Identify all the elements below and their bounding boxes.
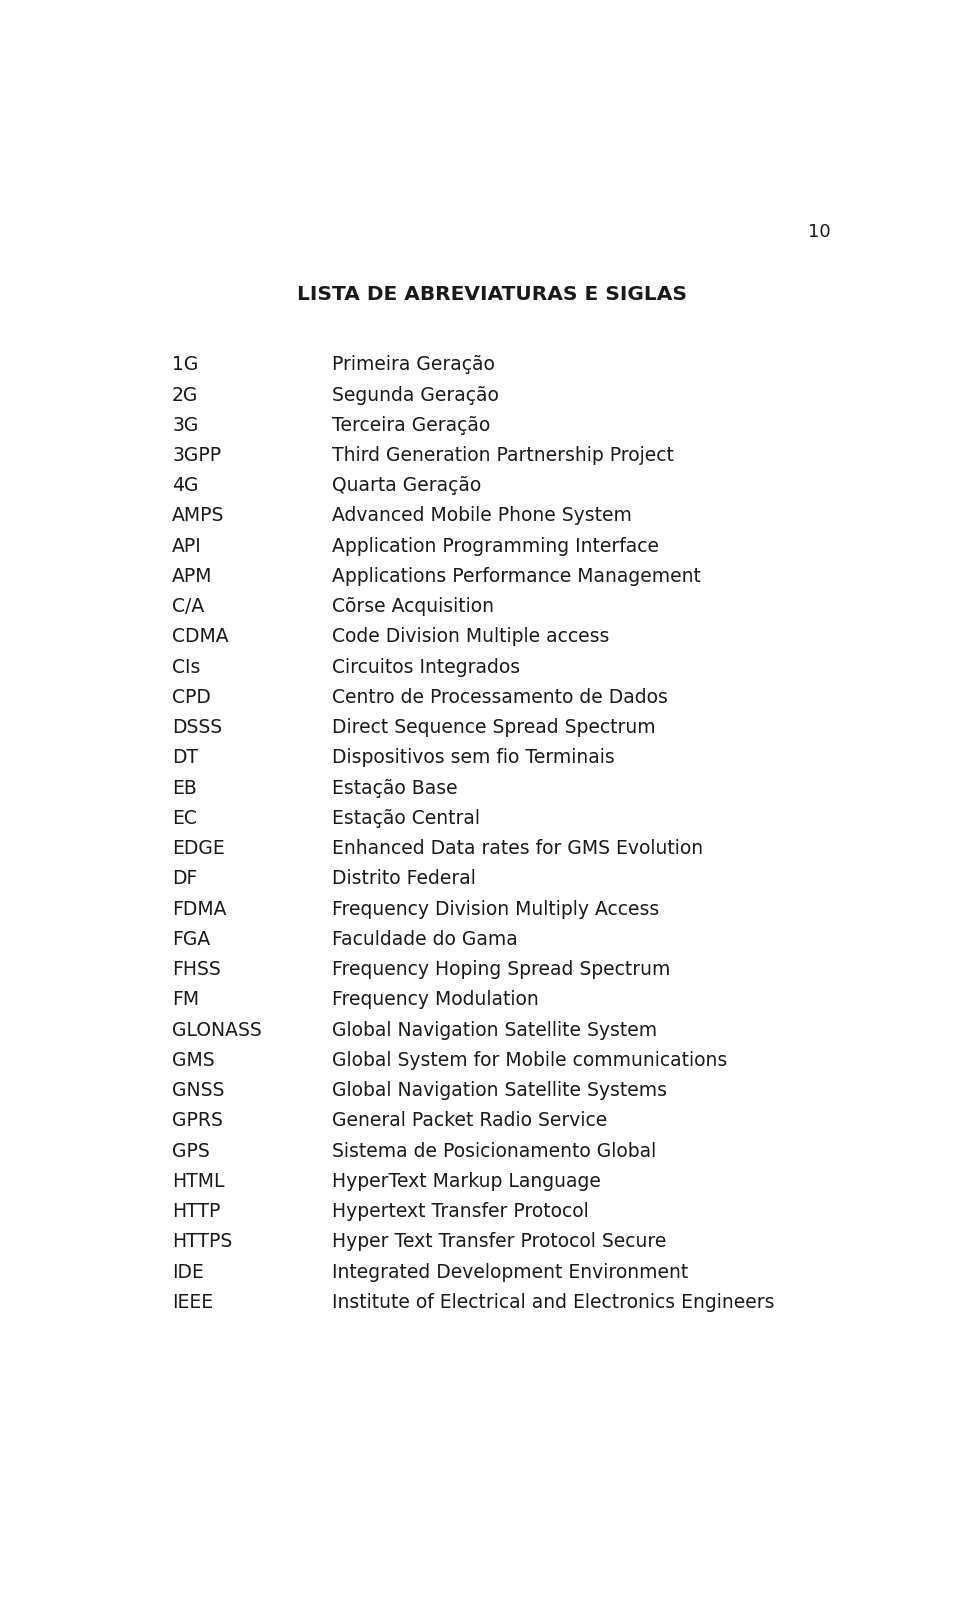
Text: Code Division Multiple access: Code Division Multiple access [332,627,610,646]
Text: FGA: FGA [172,930,210,949]
Text: 2G: 2G [172,386,199,404]
Text: Distrito Federal: Distrito Federal [332,869,476,888]
Text: C/A: C/A [172,598,204,616]
Text: Advanced Mobile Phone System: Advanced Mobile Phone System [332,507,632,526]
Text: CIs: CIs [172,657,201,676]
Text: FDMA: FDMA [172,899,227,919]
Text: CDMA: CDMA [172,627,228,646]
Text: EDGE: EDGE [172,838,225,858]
Text: Quarta Geração: Quarta Geração [332,476,481,495]
Text: Integrated Development Environment: Integrated Development Environment [332,1263,688,1281]
Text: HTTP: HTTP [172,1202,221,1221]
Text: Faculdade do Gama: Faculdade do Gama [332,930,517,949]
Text: 3GPP: 3GPP [172,446,221,465]
Text: 4G: 4G [172,476,199,495]
Text: Global Navigation Satellite Systems: Global Navigation Satellite Systems [332,1080,667,1100]
Text: General Packet Radio Service: General Packet Radio Service [332,1111,608,1130]
Text: HTML: HTML [172,1172,225,1191]
Text: Enhanced Data rates for GMS Evolution: Enhanced Data rates for GMS Evolution [332,838,703,858]
Text: IEEE: IEEE [172,1292,213,1311]
Text: Sistema de Posicionamento Global: Sistema de Posicionamento Global [332,1141,657,1161]
Text: FHSS: FHSS [172,960,221,979]
Text: Application Programming Interface: Application Programming Interface [332,537,659,556]
Text: GMS: GMS [172,1052,215,1069]
Text: Circuitos Integrados: Circuitos Integrados [332,657,520,676]
Text: Dispositivos sem fio Terminais: Dispositivos sem fio Terminais [332,749,614,768]
Text: API: API [172,537,202,556]
Text: GPS: GPS [172,1141,210,1161]
Text: IDE: IDE [172,1263,204,1281]
Text: EB: EB [172,779,197,798]
Text: Frequency Modulation: Frequency Modulation [332,991,539,1010]
Text: LISTA DE ABREVIATURAS E SIGLAS: LISTA DE ABREVIATURAS E SIGLAS [297,285,687,305]
Text: 3G: 3G [172,415,199,434]
Text: Institute of Electrical and Electronics Engineers: Institute of Electrical and Electronics … [332,1292,775,1311]
Text: Terceira Geração: Terceira Geração [332,415,491,434]
Text: FM: FM [172,991,200,1010]
Text: HTTPS: HTTPS [172,1233,232,1252]
Text: APM: APM [172,567,212,587]
Text: DSSS: DSSS [172,718,222,737]
Text: Estação Base: Estação Base [332,779,458,798]
Text: GNSS: GNSS [172,1080,225,1100]
Text: Frequency Division Multiply Access: Frequency Division Multiply Access [332,899,660,919]
Text: Global System for Mobile communications: Global System for Mobile communications [332,1052,728,1069]
Text: Frequency Hoping Spread Spectrum: Frequency Hoping Spread Spectrum [332,960,670,979]
Text: Segunda Geração: Segunda Geração [332,386,499,404]
Text: Hypertext Transfer Protocol: Hypertext Transfer Protocol [332,1202,588,1221]
Text: Hyper Text Transfer Protocol Secure: Hyper Text Transfer Protocol Secure [332,1233,666,1252]
Text: Cõrse Acquisition: Cõrse Acquisition [332,598,494,616]
Text: 10: 10 [808,223,830,240]
Text: GPRS: GPRS [172,1111,223,1130]
Text: DF: DF [172,869,198,888]
Text: GLONASS: GLONASS [172,1021,262,1040]
Text: Applications Performance Management: Applications Performance Management [332,567,701,587]
Text: Global Navigation Satellite System: Global Navigation Satellite System [332,1021,658,1040]
Text: 1G: 1G [172,356,199,373]
Text: DT: DT [172,749,198,768]
Text: EC: EC [172,810,197,827]
Text: Third Generation Partnership Project: Third Generation Partnership Project [332,446,674,465]
Text: CPD: CPD [172,688,211,707]
Text: HyperText Markup Language: HyperText Markup Language [332,1172,601,1191]
Text: AMPS: AMPS [172,507,225,526]
Text: Primeira Geração: Primeira Geração [332,356,495,373]
Text: Centro de Processamento de Dados: Centro de Processamento de Dados [332,688,668,707]
Text: Estação Central: Estação Central [332,810,480,827]
Text: Direct Sequence Spread Spectrum: Direct Sequence Spread Spectrum [332,718,656,737]
